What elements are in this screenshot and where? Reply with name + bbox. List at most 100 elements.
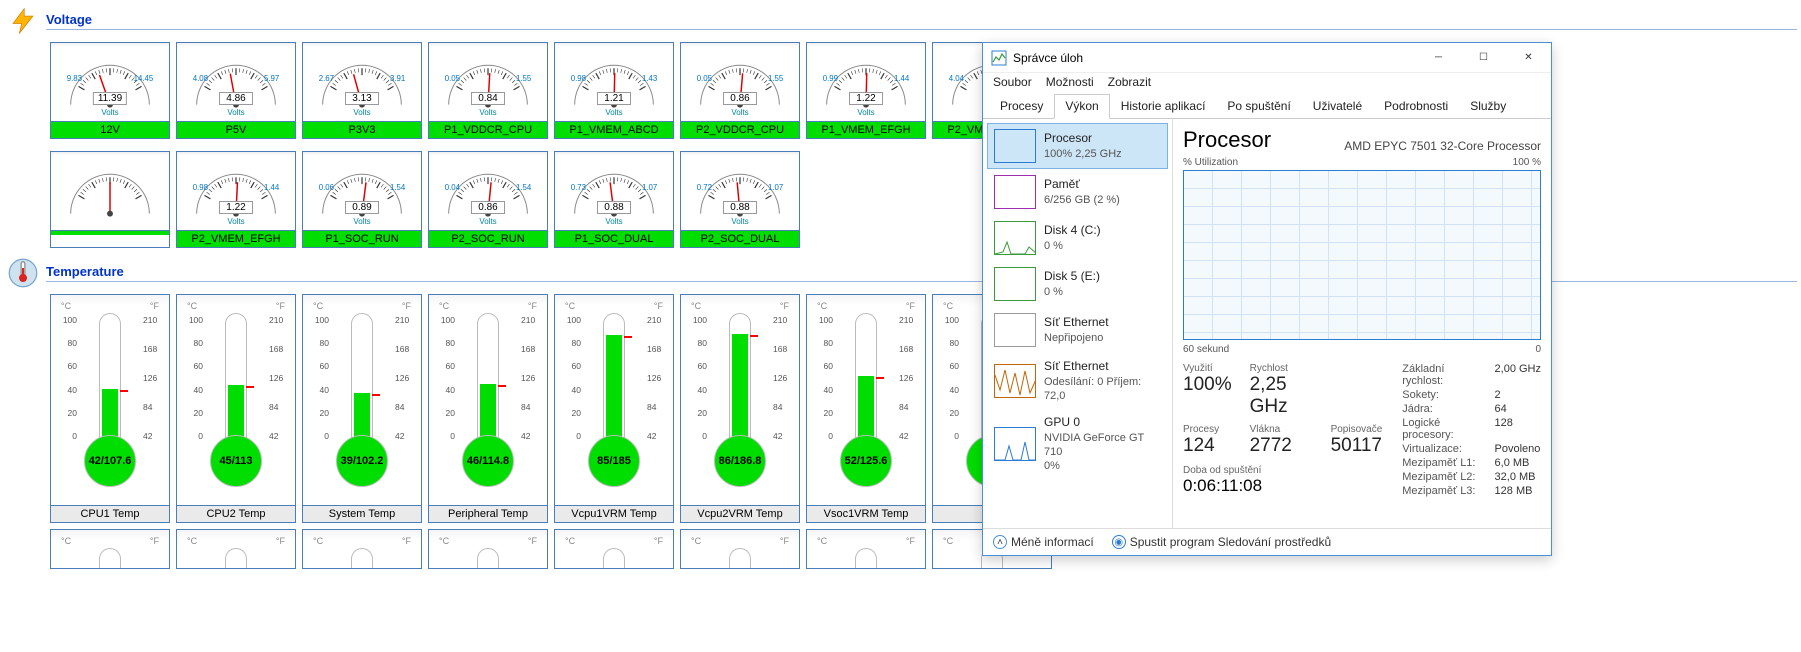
thermo-body: °C °F 100806040200 2101681268442 45/113 [177,295,295,505]
thermometer[interactable]: °C°F [428,529,548,569]
voltage-gauge[interactable]: 0.73 1.07 0.88 Volts P1_SOC_DUAL [554,151,674,248]
thermometer[interactable]: °C °F 100806040200 2101681268442 86/186.… [680,294,800,523]
tab[interactable]: Historie aplikací [1110,94,1217,119]
thermo-marker [624,336,632,338]
gauge-dial: 0.05 1.55 0.84 Volts [429,43,547,121]
thermometer[interactable]: °C°F [302,529,422,569]
thermometer[interactable]: °C °F 100806040200 2101681268442 85/185 … [554,294,674,523]
thermometer[interactable]: °C °F 100806040200 2101681268442 39/102.… [302,294,422,523]
titlebar[interactable]: Správce úloh ─ ☐ ✕ [983,43,1551,73]
voltage-gauge[interactable]: 0.72 1.07 0.88 Volts P2_SOC_DUAL [680,151,800,248]
sidebar-item[interactable]: Procesor 100% 2,25 GHz [987,123,1168,169]
svg-text:1.55: 1.55 [516,74,532,83]
tab[interactable]: Po spuštění [1216,94,1301,119]
gauge-value: 0.88 [597,201,631,214]
gauge-dial [51,152,169,230]
sidebar-item[interactable]: Paměť 6/256 GB (2 %) [987,169,1168,215]
svg-text:1.54: 1.54 [390,183,406,192]
sidebar-item[interactable]: Síť Ethernet Nepřipojeno [987,307,1168,353]
unit-c: °C [943,301,953,311]
unit-f: °F [150,301,159,311]
sidebar-item-sub: NVIDIA GeForce GT 710 [1044,431,1161,460]
ticks-f: 2101681268442 [143,315,163,441]
voltage-gauge[interactable]: 0.98 1.43 1.21 Volts P1_VMEM_ABCD [554,42,674,139]
gauge-dial: 4.08 5.97 4.86 Volts [177,43,295,121]
stat-label: Popisovače [1331,424,1383,435]
resource-monitor-link[interactable]: ◉ Spustit program Sledování prostředků [1112,535,1331,549]
spec-val: 2,00 GHz [1495,363,1541,387]
thermometer[interactable]: °C °F 100806040200 2101681268442 52/125.… [806,294,926,523]
cpu-chart[interactable] [1183,170,1541,340]
thermo-tube [477,313,499,443]
chart-caption-right: 100 % [1513,157,1541,168]
spec-key: Sokety: [1402,389,1482,401]
thermo-bulb: 45/113 [210,435,262,487]
sidebar-item-sub: Odesílání: 0 Příjem: 72,0 [1044,375,1161,404]
gauge-label: P2_VDDCR_CPU [681,121,799,138]
voltage-gauge[interactable]: 4.08 5.97 4.86 Volts P5V [176,42,296,139]
stat-value: 2,25 GHz [1250,374,1313,418]
voltage-gauge[interactable]: 0.99 1.44 1.22 Volts P1_VMEM_EFGH [806,42,926,139]
voltage-gauge[interactable]: 9.83 14.45 11.39 Volts 12V [50,42,170,139]
svg-text:9.83: 9.83 [67,74,83,83]
tab[interactable]: Výkon [1054,94,1109,119]
tab[interactable]: Služby [1459,94,1517,119]
thermometer[interactable]: °C °F 100806040200 2101681268442 42/107.… [50,294,170,523]
thermometer[interactable]: °C°F [176,529,296,569]
gauge-label: P1_SOC_RUN [303,230,421,247]
thermo-marker [246,386,254,388]
footer: ˄ Méně informací ◉ Spustit program Sledo… [983,528,1551,555]
voltage-gauge[interactable]: 0.05 1.55 0.86 Volts P2_VDDCR_CPU [680,42,800,139]
minimize-button[interactable]: ─ [1416,43,1461,73]
svg-text:0.73: 0.73 [571,183,587,192]
tab[interactable]: Podrobnosti [1373,94,1459,119]
thermometer[interactable]: °C°F [680,529,800,569]
sidebar-item[interactable]: GPU 0 NVIDIA GeForce GT 710 0% [987,409,1168,479]
gauge-dial: 0.72 1.07 0.88 Volts [681,152,799,230]
thermo-tube [603,313,625,443]
sidebar[interactable]: Procesor 100% 2,25 GHz Paměť 6/256 GB (2… [983,119,1173,528]
sidebar-item[interactable]: Disk 4 (C:) 0 % [987,215,1168,261]
sidebar-item-name: Síť Ethernet [1044,315,1109,331]
ticks-f: 2101681268442 [899,315,919,441]
sidebar-item[interactable]: Síť Ethernet Odesílání: 0 Příjem: 72,0 [987,353,1168,409]
svg-text:2.67: 2.67 [319,74,334,83]
sidebar-item[interactable]: Disk 5 (E:) 0 % [987,261,1168,307]
voltage-gauge[interactable]: 2.67 3.91 3.13 Volts P3V3 [302,42,422,139]
thermometer[interactable]: °C°F [806,529,926,569]
thermometer[interactable]: °C°F [50,529,170,569]
fewer-details-link[interactable]: ˄ Méně informací [993,535,1094,549]
close-button[interactable]: ✕ [1506,43,1551,73]
svg-text:14.45: 14.45 [134,74,154,83]
tab[interactable]: Procesy [989,94,1054,119]
gauge-value: 11.39 [93,92,127,105]
thermo-marker [876,377,884,379]
voltage-gauge[interactable]: 0.04 1.54 0.86 Volts P2_SOC_RUN [428,151,548,248]
voltage-gauge[interactable]: 0.06 1.54 0.89 Volts P1_SOC_RUN [302,151,422,248]
menu-item[interactable]: Možnosti [1046,75,1094,89]
thermometer[interactable]: °C °F 100806040200 2101681268442 45/113 … [176,294,296,523]
sidebar-thumb [994,364,1036,398]
maximize-button[interactable]: ☐ [1461,43,1506,73]
thermo-fill [732,334,748,442]
tab[interactable]: Uživatelé [1302,94,1373,119]
svg-text:4.04: 4.04 [949,74,965,83]
thermo-fill [228,385,244,442]
voltage-gauge[interactable] [50,151,170,248]
menu-item[interactable]: Soubor [993,75,1032,89]
voltage-gauge[interactable]: 0.98 1.44 1.22 Volts P2_VMEM_EFGH [176,151,296,248]
thermometer[interactable]: °C°F [554,529,674,569]
gauge-value: 0.89 [345,201,379,214]
unit-f: °F [402,301,411,311]
gauge-label: P1_VMEM_EFGH [807,121,925,138]
voltage-gauge[interactable]: 0.05 1.55 0.84 Volts P1_VDDCR_CPU [428,42,548,139]
thermometer[interactable]: °C °F 100806040200 2101681268442 46/114.… [428,294,548,523]
spec-key: Logické procesory: [1402,417,1482,441]
thermo-fill [858,376,874,442]
task-manager-window[interactable]: Správce úloh ─ ☐ ✕ Soubor Možnosti Zobrazi… [982,42,1552,556]
gauge-value: 4.86 [219,92,253,105]
menu-item[interactable]: Zobrazit [1108,75,1151,89]
ticks-f: 2101681268442 [269,315,289,441]
sidebar-thumb [994,267,1036,301]
gauge-dial: 9.83 14.45 11.39 Volts [51,43,169,121]
